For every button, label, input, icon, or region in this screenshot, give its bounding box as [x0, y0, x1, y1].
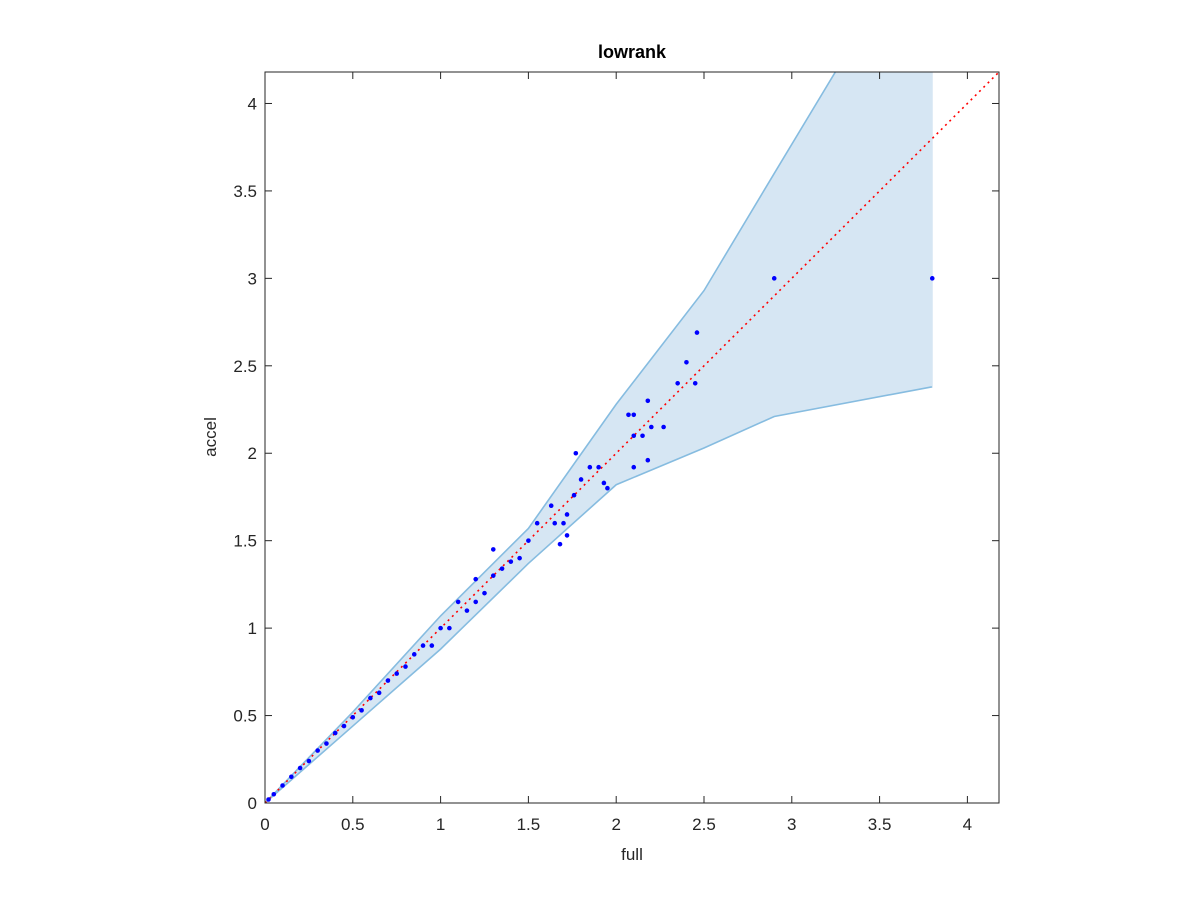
data-point [429, 643, 435, 648]
band-area [265, 72, 933, 803]
data-point [626, 412, 631, 418]
data-point [561, 520, 566, 526]
data-point [332, 730, 338, 736]
band-edge [265, 385, 933, 803]
data-point [601, 480, 607, 486]
y-tick-label: 3 [248, 269, 257, 288]
data-point [473, 576, 479, 582]
data-point [631, 433, 637, 439]
band-edge [265, 72, 837, 803]
data-point [394, 671, 399, 676]
x-tick-label: 3 [787, 815, 796, 834]
data-point [552, 520, 558, 526]
data-point [499, 566, 505, 571]
data-point [694, 330, 700, 335]
data-point [564, 512, 570, 517]
plot-area [265, 72, 999, 803]
data-point [548, 503, 554, 509]
data-point [438, 625, 443, 631]
data-point [517, 555, 522, 561]
data-point [324, 741, 329, 746]
data-point [464, 608, 470, 613]
y-tick-label: 1.5 [233, 532, 257, 551]
y-tick-label: 2 [248, 444, 257, 463]
data-point [596, 464, 601, 470]
y-tick-label: 2.5 [233, 357, 257, 376]
data-point [455, 599, 461, 605]
data-point [490, 547, 496, 552]
data-point [526, 538, 531, 543]
y-axis-label: accel [201, 417, 220, 457]
data-point [675, 380, 680, 386]
data-point [350, 715, 356, 720]
axes-box [264, 71, 1000, 804]
data-point [645, 457, 651, 463]
data-point [571, 492, 577, 498]
data-point [306, 758, 312, 764]
data-point [605, 485, 610, 491]
data-point [376, 690, 382, 696]
data-point [692, 380, 698, 386]
data-point [645, 398, 651, 404]
data-point [315, 748, 320, 753]
data-point [385, 678, 391, 683]
x-tick-label: 3.5 [868, 815, 892, 834]
data-point [578, 477, 584, 482]
data-point [929, 276, 935, 281]
data-point [482, 590, 487, 596]
x-tick-label: 2 [611, 815, 620, 834]
y-tick-label: 0 [248, 794, 257, 813]
data-point [271, 791, 277, 797]
data-point [640, 433, 645, 439]
data-point [661, 424, 666, 430]
data-point [534, 520, 540, 526]
data-point [289, 774, 294, 780]
x-tick-label: 4 [963, 815, 972, 834]
x-axis-label: full [621, 845, 643, 864]
chart-title: lowrank [598, 42, 667, 62]
y-tick-label: 4 [248, 94, 257, 113]
data-point [411, 652, 417, 657]
data-point [359, 708, 364, 713]
data-point [573, 450, 579, 456]
data-point [490, 573, 496, 578]
data-point [420, 643, 426, 648]
data-point [557, 541, 563, 547]
y-tick-label: 3.5 [233, 182, 257, 201]
y-tick-label: 1 [248, 619, 257, 638]
data-point [280, 783, 285, 788]
x-tick-label: 1 [436, 815, 445, 834]
x-tick-label: 2.5 [692, 815, 716, 834]
data-point [631, 464, 637, 470]
data-point [631, 412, 637, 418]
x-tick-label: 0 [260, 815, 269, 834]
data-point [564, 533, 570, 538]
data-point [473, 599, 479, 605]
data-point [368, 695, 373, 701]
x-tick-label: 1.5 [517, 815, 541, 834]
data-point [403, 664, 408, 669]
data-point [649, 424, 654, 430]
y-tick-label: 0.5 [233, 707, 257, 726]
data-point [508, 559, 514, 564]
data-point [684, 360, 689, 365]
data-point [587, 464, 593, 470]
x-tick-label: 0.5 [341, 815, 365, 834]
data-point [447, 625, 452, 631]
reference-line [265, 72, 999, 803]
data-point [266, 797, 271, 802]
data-point [297, 765, 303, 771]
data-point [771, 276, 777, 281]
data-point [341, 723, 347, 729]
